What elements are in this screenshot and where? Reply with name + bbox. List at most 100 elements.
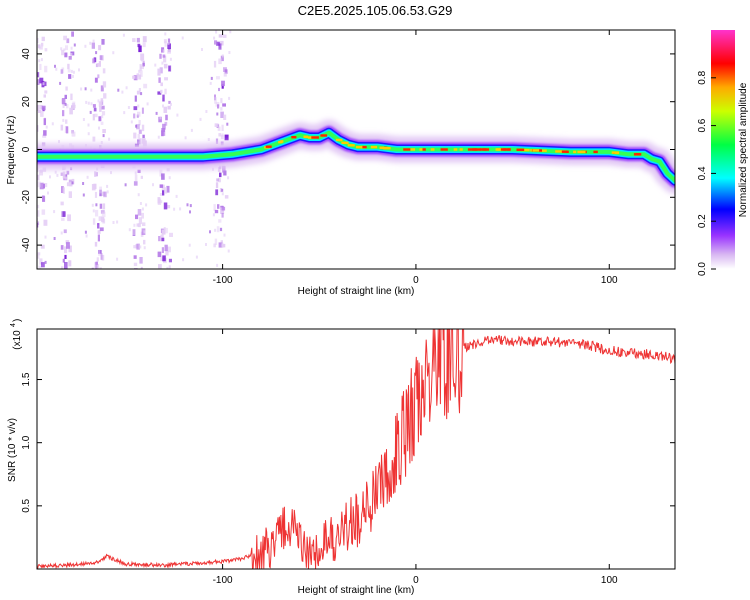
noise-speck <box>63 229 67 234</box>
noise-speck <box>68 260 72 267</box>
noise-speck <box>221 212 224 218</box>
trace-peak <box>440 148 448 151</box>
noise-speck <box>205 243 207 246</box>
noise-speck <box>44 65 48 73</box>
noise-speck <box>142 222 146 226</box>
noise-speck <box>162 94 165 102</box>
noise-speck <box>70 46 73 50</box>
noise-speck <box>134 95 137 102</box>
noise-speck <box>136 124 140 130</box>
noise-speck <box>60 172 65 176</box>
noise-speck <box>37 181 41 188</box>
noise-speck <box>167 43 171 50</box>
noise-speck <box>168 258 172 263</box>
noise-speck <box>220 111 224 118</box>
noise-speck <box>95 203 98 207</box>
noise-speck <box>159 184 164 188</box>
noise-speck <box>62 171 66 179</box>
noise-speck <box>218 133 221 137</box>
noise-speck <box>38 252 41 256</box>
noise-speck <box>207 138 210 141</box>
noise-speck <box>162 54 166 58</box>
noise-speck <box>216 112 219 116</box>
noise-speck <box>215 189 219 196</box>
noise-speck <box>160 200 163 204</box>
trace-peak <box>453 148 458 151</box>
noise-speck <box>116 220 119 224</box>
noise-speck <box>64 102 67 106</box>
noise-speck <box>97 234 100 242</box>
trace-peak <box>355 145 363 149</box>
noise-speck <box>161 61 164 65</box>
noise-speck <box>189 210 191 214</box>
noise-speck <box>140 65 144 70</box>
noise-speck <box>99 55 103 60</box>
noise-speck <box>160 90 162 94</box>
noise-speck <box>158 77 161 83</box>
colorbar-tick-label: 0.2 <box>697 214 708 228</box>
noise-speck <box>39 182 44 190</box>
noise-speck <box>102 129 106 134</box>
noise-speck <box>167 42 170 45</box>
colorbar-label: Normalized spectral amplitude <box>738 82 749 217</box>
noise-speck <box>164 32 167 36</box>
trace-peak <box>347 144 355 147</box>
noise-speck <box>169 232 173 237</box>
noise-speck <box>94 241 98 247</box>
noise-speck <box>141 58 143 62</box>
noise-speck <box>142 60 145 67</box>
noise-speck <box>37 79 40 85</box>
noise-speck <box>141 212 144 219</box>
noise-speck <box>72 70 75 74</box>
noise-speck <box>229 30 232 34</box>
trace-peak <box>472 148 478 151</box>
y-multiplier-exponent: 4 <box>10 323 17 327</box>
noise-speck <box>117 88 120 92</box>
noise-speck <box>163 63 168 69</box>
trace-peak <box>291 136 297 139</box>
noise-speck <box>158 264 162 269</box>
top-x-tick-label: -100 <box>213 275 233 286</box>
noise-speck <box>138 69 141 73</box>
noise-speck <box>133 106 138 111</box>
noise-speck <box>37 125 39 132</box>
noise-speck <box>143 246 146 250</box>
snr-panel: -100 0 100 0.5 1.0 1.5 Height of straight lin… <box>7 319 676 596</box>
noise-speck <box>138 88 141 92</box>
noise-speck <box>37 204 40 209</box>
noise-speck <box>159 53 162 59</box>
noise-speck <box>92 136 96 142</box>
trace-peak <box>403 148 411 151</box>
noise-speck <box>108 137 111 141</box>
trace-peak <box>459 148 463 151</box>
top-x-tick-label: 100 <box>601 275 618 286</box>
noise-speck <box>157 251 162 258</box>
noise-speck <box>100 253 103 260</box>
noise-speck <box>221 192 224 196</box>
noise-speck <box>99 106 102 112</box>
noise-speck <box>122 33 125 37</box>
noise-speck <box>45 125 48 129</box>
trace-peak <box>341 141 349 144</box>
noise-speck <box>62 118 65 122</box>
colorbar-tick-label: 0.6 <box>697 118 708 132</box>
noise-speck <box>158 236 161 242</box>
noise-speck <box>141 138 146 144</box>
noise-speck <box>92 104 96 108</box>
chart-title: C2E5.2025.105.06.53.G29 <box>298 3 453 18</box>
noise-speck <box>159 67 163 74</box>
noise-speck <box>159 169 163 177</box>
noise-speck <box>139 138 142 144</box>
noise-speck <box>53 237 56 240</box>
noise-speck <box>40 244 45 249</box>
noise-speck <box>65 86 68 91</box>
noise-speck <box>73 43 76 47</box>
noise-speck <box>216 76 220 80</box>
noise-speck <box>62 187 65 194</box>
noise-speck <box>61 49 64 56</box>
noise-speck <box>220 55 224 62</box>
noise-speck <box>133 113 136 119</box>
noise-speck <box>137 111 141 117</box>
trace-peak <box>479 148 487 151</box>
noise-speck <box>69 107 73 115</box>
